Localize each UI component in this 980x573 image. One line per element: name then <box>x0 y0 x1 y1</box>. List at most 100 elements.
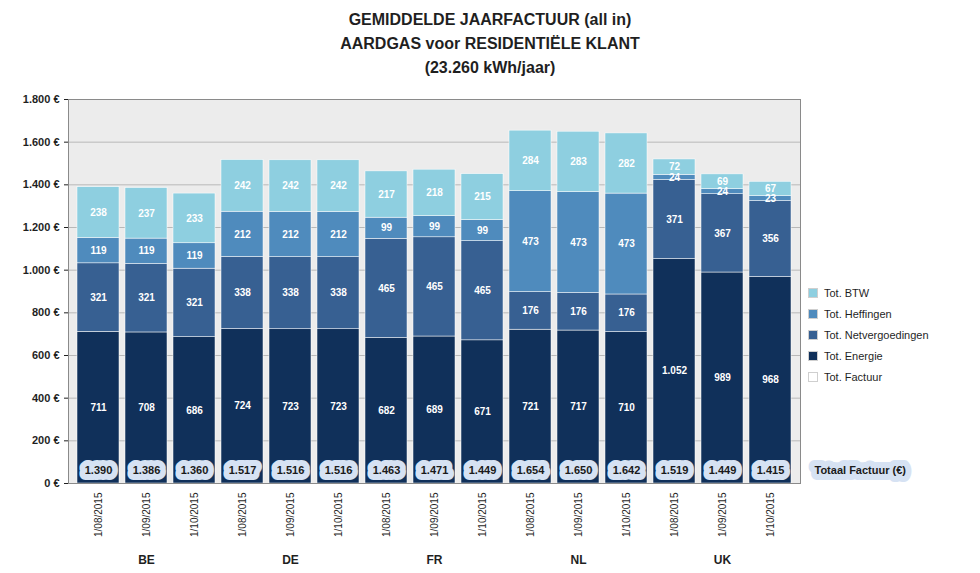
svg-text:DE: DE <box>282 553 299 567</box>
svg-text:217: 217 <box>378 189 395 200</box>
svg-text:119: 119 <box>138 245 155 256</box>
svg-text:212: 212 <box>282 229 299 240</box>
svg-text:682: 682 <box>378 405 395 416</box>
svg-text:400 €: 400 € <box>32 392 60 404</box>
svg-text:99: 99 <box>381 222 393 233</box>
svg-text:371: 371 <box>666 214 683 225</box>
svg-text:711: 711 <box>90 402 107 413</box>
svg-text:1.415: 1.415 <box>757 464 785 476</box>
svg-text:473: 473 <box>570 237 587 248</box>
svg-text:473: 473 <box>522 236 539 247</box>
svg-text:1/10/2015: 1/10/2015 <box>189 492 200 537</box>
svg-text:67: 67 <box>765 183 777 194</box>
svg-text:989: 989 <box>714 372 731 383</box>
svg-text:321: 321 <box>138 292 155 303</box>
svg-text:218: 218 <box>426 187 443 198</box>
svg-text:200 €: 200 € <box>32 434 60 446</box>
svg-text:1/10/2015: 1/10/2015 <box>477 492 488 537</box>
svg-text:338: 338 <box>234 287 251 298</box>
svg-text:708: 708 <box>138 402 155 413</box>
svg-text:1/08/2015: 1/08/2015 <box>669 492 680 537</box>
svg-text:1.390: 1.390 <box>85 464 113 476</box>
svg-text:242: 242 <box>234 180 251 191</box>
svg-text:465: 465 <box>426 281 443 292</box>
svg-text:99: 99 <box>477 225 489 236</box>
svg-text:1/09/2015: 1/09/2015 <box>429 492 440 537</box>
svg-text:473: 473 <box>618 238 635 249</box>
svg-text:Totaal Factuur (€): Totaal Factuur (€) <box>815 464 907 476</box>
svg-text:1.600 €: 1.600 € <box>23 136 60 148</box>
svg-text:1.517: 1.517 <box>229 464 257 476</box>
svg-text:1.386: 1.386 <box>133 464 161 476</box>
svg-text:212: 212 <box>234 229 251 240</box>
svg-text:99: 99 <box>429 221 441 232</box>
svg-text:724: 724 <box>234 400 251 411</box>
svg-text:1/10/2015: 1/10/2015 <box>765 492 776 537</box>
svg-text:338: 338 <box>330 287 347 298</box>
svg-text:721: 721 <box>522 401 539 412</box>
svg-text:1/10/2015: 1/10/2015 <box>621 492 632 537</box>
svg-text:1.642: 1.642 <box>613 464 641 476</box>
svg-text:1/09/2015: 1/09/2015 <box>141 492 152 537</box>
svg-text:176: 176 <box>618 307 635 318</box>
svg-text:176: 176 <box>570 306 587 317</box>
svg-text:23: 23 <box>765 193 777 204</box>
svg-text:24: 24 <box>717 186 729 197</box>
svg-text:UK: UK <box>714 553 732 567</box>
svg-text:237: 237 <box>138 208 155 219</box>
svg-text:242: 242 <box>282 180 299 191</box>
svg-text:1.471: 1.471 <box>421 464 449 476</box>
svg-text:215: 215 <box>474 191 491 202</box>
svg-text:1/09/2015: 1/09/2015 <box>717 492 728 537</box>
svg-text:212: 212 <box>330 229 347 240</box>
svg-text:1/08/2015: 1/08/2015 <box>93 492 104 537</box>
svg-text:1.516: 1.516 <box>277 464 305 476</box>
svg-text:1/08/2015: 1/08/2015 <box>381 492 392 537</box>
svg-text:238: 238 <box>90 207 107 218</box>
svg-text:176: 176 <box>522 305 539 316</box>
svg-text:1/10/2015: 1/10/2015 <box>333 492 344 537</box>
svg-text:283: 283 <box>570 156 587 167</box>
svg-text:356: 356 <box>762 233 779 244</box>
svg-text:800 €: 800 € <box>32 306 60 318</box>
svg-text:1.400 €: 1.400 € <box>23 178 60 190</box>
svg-text:338: 338 <box>282 287 299 298</box>
svg-text:723: 723 <box>330 401 347 412</box>
svg-text:72: 72 <box>669 161 681 172</box>
svg-text:465: 465 <box>474 285 491 296</box>
svg-text:710: 710 <box>618 402 635 413</box>
svg-text:119: 119 <box>90 245 107 256</box>
svg-text:119: 119 <box>186 250 203 261</box>
svg-text:321: 321 <box>186 297 203 308</box>
svg-text:1.650: 1.650 <box>565 464 593 476</box>
svg-text:689: 689 <box>426 404 443 415</box>
svg-text:24: 24 <box>669 172 681 183</box>
svg-text:1/08/2015: 1/08/2015 <box>237 492 248 537</box>
svg-text:1/09/2015: 1/09/2015 <box>285 492 296 537</box>
svg-text:717: 717 <box>570 401 587 412</box>
svg-text:968: 968 <box>762 374 779 385</box>
svg-text:1.200 €: 1.200 € <box>23 221 60 233</box>
svg-text:1/08/2015: 1/08/2015 <box>525 492 536 537</box>
svg-text:282: 282 <box>618 158 635 169</box>
svg-text:1.052: 1.052 <box>662 365 687 376</box>
svg-text:1.463: 1.463 <box>373 464 401 476</box>
svg-text:321: 321 <box>90 292 107 303</box>
svg-text:686: 686 <box>186 405 203 416</box>
svg-text:1.449: 1.449 <box>469 464 497 476</box>
svg-text:1.519: 1.519 <box>661 464 689 476</box>
svg-text:465: 465 <box>378 283 395 294</box>
svg-text:69: 69 <box>717 176 729 187</box>
svg-text:1.000 €: 1.000 € <box>23 264 60 276</box>
svg-text:BE: BE <box>138 553 155 567</box>
svg-text:1/09/2015: 1/09/2015 <box>573 492 584 537</box>
svg-text:FR: FR <box>427 553 443 567</box>
svg-text:671: 671 <box>474 406 491 417</box>
svg-text:367: 367 <box>714 228 731 239</box>
svg-text:1.800 €: 1.800 € <box>23 93 60 105</box>
svg-text:NL: NL <box>571 553 587 567</box>
svg-text:0 €: 0 € <box>44 477 59 489</box>
svg-text:600 €: 600 € <box>32 349 60 361</box>
svg-text:284: 284 <box>522 155 539 166</box>
svg-text:1.654: 1.654 <box>517 464 545 476</box>
